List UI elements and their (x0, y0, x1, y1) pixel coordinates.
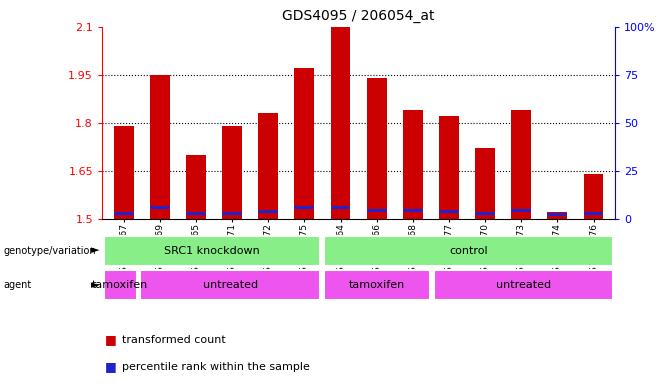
Text: transformed count: transformed count (122, 335, 226, 345)
Bar (367, 78, 387, 219)
Bar (294, 207, 315, 209)
Bar (330, 206, 351, 209)
Bar (434, 270, 613, 300)
Bar (324, 235, 613, 266)
Bar (439, 116, 459, 219)
Text: genotype/variation: genotype/variation (3, 245, 96, 256)
Text: ■: ■ (105, 333, 117, 346)
Bar (186, 155, 206, 219)
Bar (439, 210, 459, 213)
Text: ■: ■ (105, 360, 117, 373)
Bar (150, 207, 170, 209)
Bar (259, 113, 278, 219)
Bar (330, 27, 351, 219)
Bar (104, 270, 137, 300)
Bar (403, 209, 422, 212)
Bar (584, 174, 603, 219)
Bar (511, 110, 531, 219)
Text: untreated: untreated (203, 280, 258, 290)
Bar (186, 212, 206, 215)
Text: tamoxifen: tamoxifen (92, 280, 149, 290)
Bar (150, 75, 170, 219)
Title: GDS4095 / 206054_at: GDS4095 / 206054_at (282, 9, 435, 23)
Text: SRC1 knockdown: SRC1 knockdown (164, 245, 260, 256)
Bar (141, 270, 320, 300)
Text: untreated: untreated (496, 280, 551, 290)
Bar (403, 110, 422, 219)
Bar (475, 149, 495, 219)
Text: agent: agent (3, 280, 32, 290)
Bar (367, 209, 387, 212)
Bar (294, 68, 315, 219)
Bar (104, 235, 320, 266)
Bar (511, 209, 531, 212)
Bar (222, 126, 242, 219)
Bar (114, 126, 134, 219)
Bar (259, 210, 278, 213)
Bar (475, 212, 495, 215)
Text: control: control (449, 245, 488, 256)
Bar (584, 212, 603, 215)
Text: tamoxifen: tamoxifen (349, 280, 405, 290)
Text: percentile rank within the sample: percentile rank within the sample (122, 362, 310, 372)
Bar (547, 214, 567, 216)
Bar (222, 212, 242, 215)
Text: ►: ► (91, 280, 99, 290)
Bar (114, 212, 134, 215)
Text: ►: ► (91, 245, 99, 256)
Bar (324, 270, 430, 300)
Bar (547, 212, 567, 219)
